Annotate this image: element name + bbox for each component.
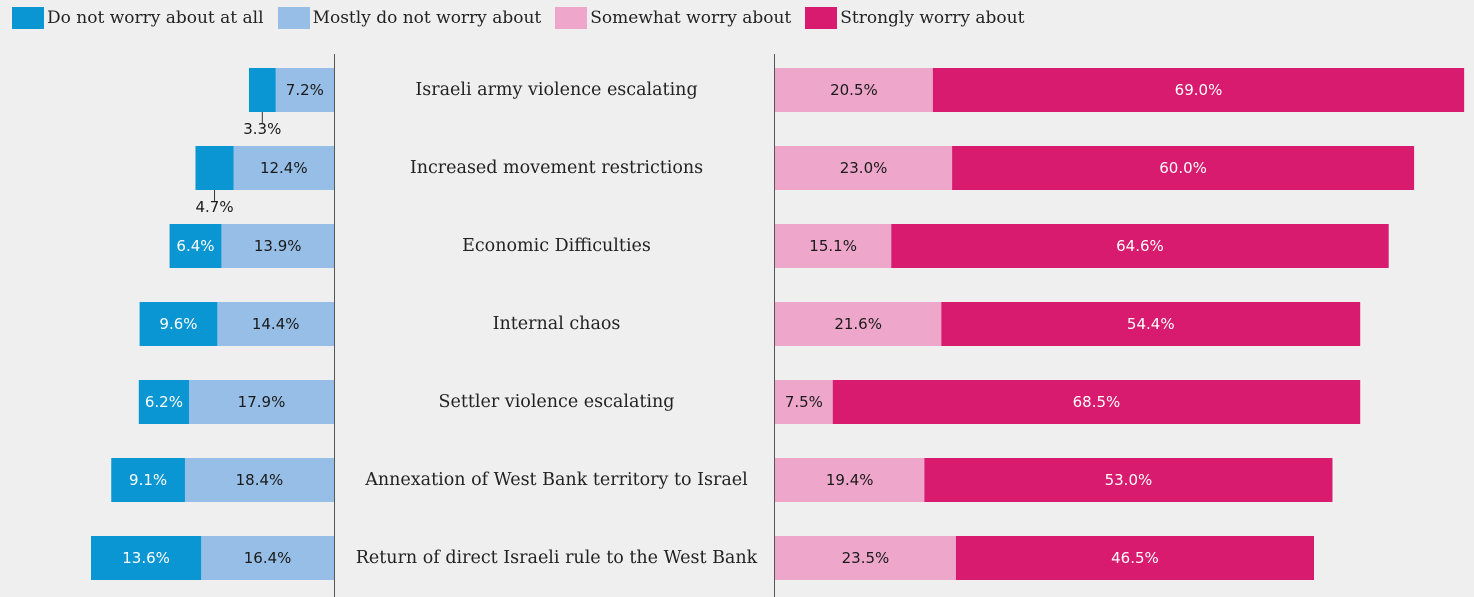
category-label-3: Internal chaos — [493, 314, 621, 334]
bar-somewhat-0 — [775, 68, 933, 112]
bar-strongly-0 — [932, 68, 1465, 112]
left-axis-line — [334, 54, 335, 597]
value-label-mostly-not-4: 17.9% — [238, 393, 286, 411]
bar-do-not-worry-5 — [111, 458, 185, 502]
bar-do-not-worry-3 — [139, 302, 218, 346]
category-label-6: Return of direct Israeli rule to the Wes… — [356, 548, 758, 568]
value-label-do-not-worry-0: 3.3% — [243, 120, 281, 138]
value-label-mostly-not-5: 18.4% — [236, 471, 284, 489]
bar-do-not-worry-6 — [91, 536, 202, 580]
value-label-mostly-not-3: 14.4% — [252, 315, 300, 333]
bar-do-not-worry-2 — [169, 224, 222, 268]
bar-somewhat-4 — [775, 380, 833, 424]
value-label-somewhat-3: 21.6% — [834, 315, 882, 333]
bar-mostly-not-5 — [184, 458, 334, 502]
value-label-mostly-not-2: 13.9% — [254, 237, 302, 255]
bar-mostly-not-1 — [233, 146, 334, 190]
value-label-somewhat-4: 7.5% — [785, 393, 823, 411]
value-label-do-not-worry-3: 9.6% — [159, 315, 197, 333]
value-label-somewhat-1: 23.0% — [840, 159, 888, 177]
legend-swatch-do-not-worry — [12, 7, 44, 29]
value-label-mostly-not-1: 12.4% — [260, 159, 308, 177]
category-label-4: Settler violence escalating — [439, 392, 675, 412]
bar-somewhat-6 — [775, 536, 956, 580]
bar-do-not-worry-1 — [195, 146, 234, 190]
value-label-somewhat-0: 20.5% — [830, 81, 878, 99]
value-label-somewhat-2: 15.1% — [809, 237, 857, 255]
bar-mostly-not-6 — [201, 536, 334, 580]
value-label-somewhat-5: 19.4% — [826, 471, 874, 489]
bar-do-not-worry-4 — [138, 380, 190, 424]
bar-mostly-not-3 — [217, 302, 334, 346]
value-label-strongly-5: 53.0% — [1105, 471, 1153, 489]
legend: Do not worry about at all Mostly do not … — [12, 5, 1034, 31]
value-label-do-not-worry-2: 6.4% — [176, 237, 214, 255]
legend-swatch-strongly — [805, 7, 838, 29]
legend-label-somewhat: Somewhat worry about — [590, 8, 792, 28]
bar-strongly-2 — [891, 224, 1389, 268]
value-label-mostly-not-6: 16.4% — [244, 549, 292, 567]
bar-somewhat-5 — [775, 458, 925, 502]
bar-somewhat-3 — [775, 302, 942, 346]
legend-item-do-not-worry: Do not worry about at all — [12, 7, 264, 29]
value-label-do-not-worry-4: 6.2% — [145, 393, 183, 411]
legend-item-strongly: Strongly worry about — [805, 7, 1024, 29]
bar-do-not-worry-0 — [248, 68, 276, 112]
category-label-1: Increased movement restrictions — [410, 158, 703, 178]
bar-strongly-4 — [832, 380, 1361, 424]
bar-mostly-not-4 — [189, 380, 334, 424]
legend-swatch-somewhat — [555, 7, 588, 29]
value-label-do-not-worry-6: 13.6% — [122, 549, 170, 567]
legend-swatch-mostly-not — [277, 7, 310, 29]
value-label-do-not-worry-1: 4.7% — [195, 198, 233, 216]
bar-mostly-not-2 — [221, 224, 334, 268]
legend-item-somewhat: Somewhat worry about — [555, 7, 791, 29]
bar-somewhat-2 — [775, 224, 892, 268]
bar-somewhat-1 — [775, 146, 953, 190]
right-axis-line — [774, 54, 775, 597]
value-label-strongly-6: 46.5% — [1111, 549, 1159, 567]
bar-strongly-1 — [952, 146, 1415, 190]
value-label-do-not-worry-5: 9.1% — [129, 471, 167, 489]
bar-strongly-3 — [941, 302, 1361, 346]
value-label-strongly-2: 64.6% — [1116, 237, 1164, 255]
bar-strongly-5 — [924, 458, 1333, 502]
value-label-strongly-0: 69.0% — [1175, 81, 1223, 99]
category-label-5: Annexation of West Bank territory to Isr… — [364, 470, 748, 490]
value-label-strongly-3: 54.4% — [1127, 315, 1175, 333]
value-label-mostly-not-0: 7.2% — [286, 81, 324, 99]
category-label-2: Economic Difficulties — [462, 236, 651, 256]
value-label-strongly-4: 68.5% — [1073, 393, 1121, 411]
category-label-0: Israeli army violence escalating — [415, 80, 697, 100]
legend-label-mostly-not: Mostly do not worry about — [312, 8, 542, 28]
value-label-somewhat-6: 23.5% — [842, 549, 890, 567]
value-label-strongly-1: 60.0% — [1159, 159, 1207, 177]
bar-strongly-6 — [955, 536, 1314, 580]
bar-mostly-not-0 — [275, 68, 334, 112]
legend-label-strongly: Strongly worry about — [840, 8, 1025, 28]
legend-item-mostly-not: Mostly do not worry about — [277, 7, 542, 29]
legend-label-do-not-worry: Do not worry about at all — [47, 8, 264, 28]
